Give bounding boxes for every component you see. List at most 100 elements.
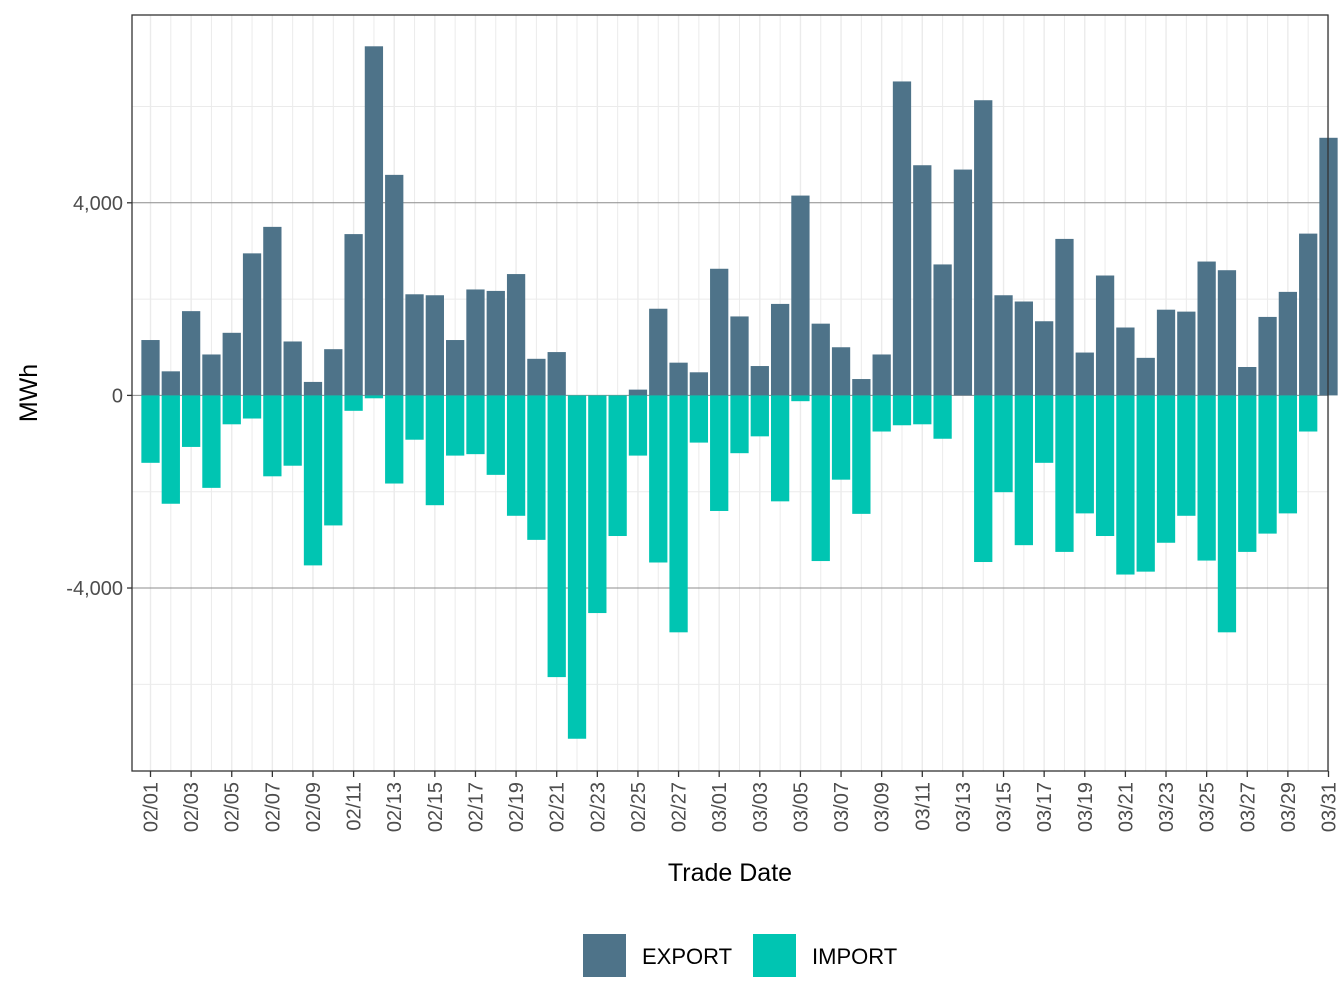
bar-import [263,395,282,477]
bar-export [425,295,444,396]
bar-export [1116,327,1135,396]
bar-export [242,253,262,396]
bar-import [933,395,952,439]
x-tick-label: 03/09 [872,782,894,832]
x-tick-label: 03/29 [1278,782,1300,832]
bar-export [1299,233,1318,396]
bar-import [1238,395,1257,552]
plot-panel-border [131,14,1329,772]
bar-import [506,395,526,516]
x-tick-label: 02/19 [506,782,528,832]
bar-import [710,395,729,511]
bar-export [750,366,769,396]
legend-label-import: IMPORT [812,944,897,969]
bar-export [1197,261,1216,396]
x-tick-label: 02/05 [222,782,244,832]
x-tick-label: 03/27 [1237,782,1259,832]
x-tick-label: 03/25 [1197,782,1219,832]
y-tick-label: -4,000 [66,578,123,600]
bar-export [141,340,160,396]
bar-import [1278,395,1298,514]
x-tick-label: 03/19 [1075,782,1097,832]
bar-import [811,395,830,562]
bar-export [1035,321,1054,396]
bar-import [1156,395,1176,543]
bar-export [181,311,201,396]
export-series [141,46,1338,396]
bar-export [161,371,180,396]
bar-export [669,362,688,396]
x-tick-label: 03/11 [912,782,934,831]
bar-import [364,395,384,399]
bar-export [831,347,851,396]
bar-import [892,395,912,426]
y-tick-label: 4,000 [73,193,123,215]
bar-import [791,395,810,402]
bar-import [1014,395,1033,546]
bar-import [161,395,180,504]
bar-export [628,389,648,396]
legend: EXPORT IMPORT [583,934,897,977]
bar-export [1258,316,1277,396]
x-tick-label: 03/01 [709,782,731,832]
bar-import [750,395,769,437]
x-tick-label: 03/07 [831,782,853,832]
bar-import [466,395,485,455]
bar-export [1217,270,1237,396]
bar-export [872,354,891,396]
x-tick-label: 02/11 [344,782,366,831]
bar-import [852,395,871,514]
bar-export [506,274,526,396]
x-tick-label: 03/03 [750,782,772,832]
legend-swatch-import [753,934,796,977]
bar-import [486,395,505,475]
bar-import [547,395,566,678]
bar-export [994,295,1013,396]
x-tick-label: 03/31 [1319,782,1341,832]
x-tick-label: 02/13 [384,782,406,832]
bar-export [547,352,566,396]
bar-import [1217,395,1237,633]
bar-export [202,354,221,396]
bar-export [486,290,505,396]
bar-import [1055,395,1074,552]
bar-export [1014,301,1033,396]
bar-export [852,379,871,396]
bar-export [710,268,729,396]
bar-export [933,264,952,396]
bar-import [385,395,404,484]
bar-export [1095,275,1115,396]
bar-export [364,46,384,396]
x-tick-label: 03/21 [1115,782,1137,832]
bar-import [202,395,221,488]
bar-export [1278,291,1298,396]
bar-export [811,323,830,396]
bar-export [1055,238,1074,396]
bar-import [872,395,891,432]
bar-export [1177,311,1196,396]
bar-export [649,308,668,396]
bar-import [242,395,262,419]
bar-import [1116,395,1135,575]
bar-import [527,395,546,540]
bar-import [1136,395,1155,572]
bar-export [344,234,363,396]
bar-import [913,395,932,425]
bar-import [303,395,323,566]
bar-import [608,395,627,537]
bar-import [1177,395,1196,516]
bar-export [1136,357,1155,396]
bar-export [222,332,241,396]
bar-import [1258,395,1277,534]
bar-export [446,340,465,396]
x-tick-label: 03/05 [790,782,812,832]
y-axis-title: MWh [15,364,43,422]
bar-import [588,395,607,614]
bar-export [283,341,302,396]
bar-import [324,395,343,526]
bar-import [994,395,1013,493]
bar-export [324,349,343,396]
bar-import [669,395,688,633]
bar-import [141,395,160,463]
